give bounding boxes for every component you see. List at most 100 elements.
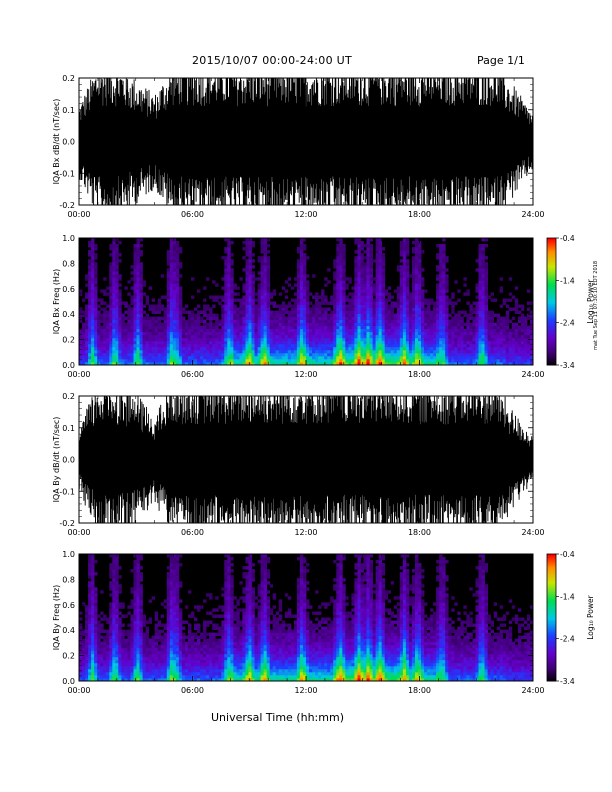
spectrogram-cell xyxy=(290,337,295,342)
spectrogram-cell xyxy=(88,283,92,287)
spectrogram-cell xyxy=(230,331,234,336)
spectrogram-cell xyxy=(408,362,413,366)
spectrogram-cell xyxy=(148,316,152,320)
spectrogram-cell xyxy=(339,355,343,360)
spectrogram-cell xyxy=(387,331,392,336)
spectrogram-cell xyxy=(520,319,525,323)
spectrogram-cell xyxy=(139,292,143,296)
spectrogram-cell xyxy=(360,313,364,317)
spectrogram-cell xyxy=(115,334,119,339)
spectrogram-cell xyxy=(245,304,249,308)
spectrogram-cell xyxy=(387,292,392,296)
spectrogram-cell xyxy=(172,274,177,278)
spectrogram-cell xyxy=(160,343,165,348)
spectrogram-cell xyxy=(88,563,92,567)
spectrogram-cell xyxy=(85,638,89,643)
spectrogram-cell xyxy=(445,295,449,299)
spectrogram-cell xyxy=(124,632,128,636)
spectrogram-cell xyxy=(118,675,122,679)
spectrogram-cell xyxy=(315,295,319,299)
spectrogram-cell xyxy=(188,331,192,336)
spectrogram-cell xyxy=(115,274,119,278)
spectrogram-cell xyxy=(384,298,389,302)
spectrogram-cell xyxy=(396,286,401,290)
colorbar-segment xyxy=(547,333,556,336)
spectrogram-cell xyxy=(369,244,373,248)
spectrogram-cell xyxy=(454,319,458,323)
spectrogram-cell xyxy=(260,247,264,251)
spectrogram-cell xyxy=(415,241,419,245)
spectrogram-cell xyxy=(339,286,343,290)
spectrogram-cell xyxy=(421,325,425,330)
spectrogram-cell xyxy=(387,316,392,320)
x-tick-label: 00:00 xyxy=(67,370,90,379)
spectrogram-cell xyxy=(139,286,143,290)
spectrogram-cell xyxy=(91,325,95,330)
spectrogram-cell xyxy=(484,349,488,354)
spectrogram-cell xyxy=(418,256,422,260)
spectrogram-cell xyxy=(345,298,349,302)
spectrogram-cell xyxy=(94,599,98,603)
spectrogram-cell xyxy=(91,581,95,585)
spectrogram-cell xyxy=(215,295,219,299)
spectrogram-cell xyxy=(299,256,304,260)
spectrogram-cell xyxy=(151,304,155,308)
spectrogram-cell xyxy=(290,313,295,317)
spectrogram-cell xyxy=(175,250,180,254)
spectrogram-cell xyxy=(299,307,304,311)
spectrogram-cell xyxy=(415,286,419,290)
spectrogram-cell xyxy=(112,265,116,269)
spectrogram-cell xyxy=(478,340,482,345)
spectrogram-cell xyxy=(514,362,519,366)
spectrogram-cell xyxy=(372,334,376,339)
spectrogram-cell xyxy=(139,313,143,317)
spectrogram-cell xyxy=(112,359,116,363)
spectrogram-cell xyxy=(523,359,528,363)
spectrogram-cell xyxy=(227,340,231,345)
spectrogram-cell xyxy=(475,346,479,351)
spectrogram-cell xyxy=(248,316,252,320)
spectrogram-cell xyxy=(109,650,113,655)
spectrogram-cell xyxy=(178,355,183,360)
spectrogram-cell xyxy=(520,328,525,333)
spectrogram-cell xyxy=(266,304,271,308)
spectrogram-cell xyxy=(91,647,95,652)
spectrogram-cell xyxy=(215,346,219,351)
spectrogram-cell xyxy=(88,355,92,360)
spectrogram-cell xyxy=(245,274,249,278)
spectrogram-cell xyxy=(360,274,364,278)
spectrogram-cell xyxy=(457,352,461,357)
spectrogram-cell xyxy=(381,322,386,327)
spectrogram-cell xyxy=(363,328,367,333)
spectrogram-cell xyxy=(387,352,392,357)
spectrogram-cell xyxy=(248,304,252,308)
spectrogram-cell xyxy=(109,608,113,612)
spectrogram-cell xyxy=(514,286,519,290)
spectrogram-cell xyxy=(124,653,128,658)
spectrogram-cell xyxy=(526,289,531,293)
spectrogram-cell xyxy=(275,334,280,339)
spectrogram-cell xyxy=(269,316,274,320)
spectrogram-cell xyxy=(499,328,504,333)
spectrogram-cell xyxy=(366,295,370,299)
spectrogram-cell xyxy=(303,313,307,317)
spectrogram-cell xyxy=(227,355,231,360)
spectrogram-cell xyxy=(91,328,95,333)
spectrogram-cell xyxy=(296,334,301,339)
spectrogram-cell xyxy=(263,298,267,302)
spectrogram-cell xyxy=(451,337,455,342)
spectrogram-cell xyxy=(287,313,292,317)
spectrogram-cell xyxy=(112,653,116,658)
spectrogram-cell xyxy=(357,250,361,254)
spectrogram-cell xyxy=(166,262,171,266)
spectrogram-cell xyxy=(112,322,116,327)
spectrogram-cell xyxy=(212,343,216,348)
spectrogram-cell xyxy=(390,337,395,342)
spectrogram-cell xyxy=(203,334,207,339)
spectrogram-cell xyxy=(260,346,264,351)
spectrogram-cell xyxy=(296,325,301,330)
spectrogram-cell xyxy=(154,307,159,311)
spectrogram-cell xyxy=(103,617,107,621)
spectrogram-cell xyxy=(511,325,516,330)
spectrogram-cell xyxy=(290,298,295,302)
